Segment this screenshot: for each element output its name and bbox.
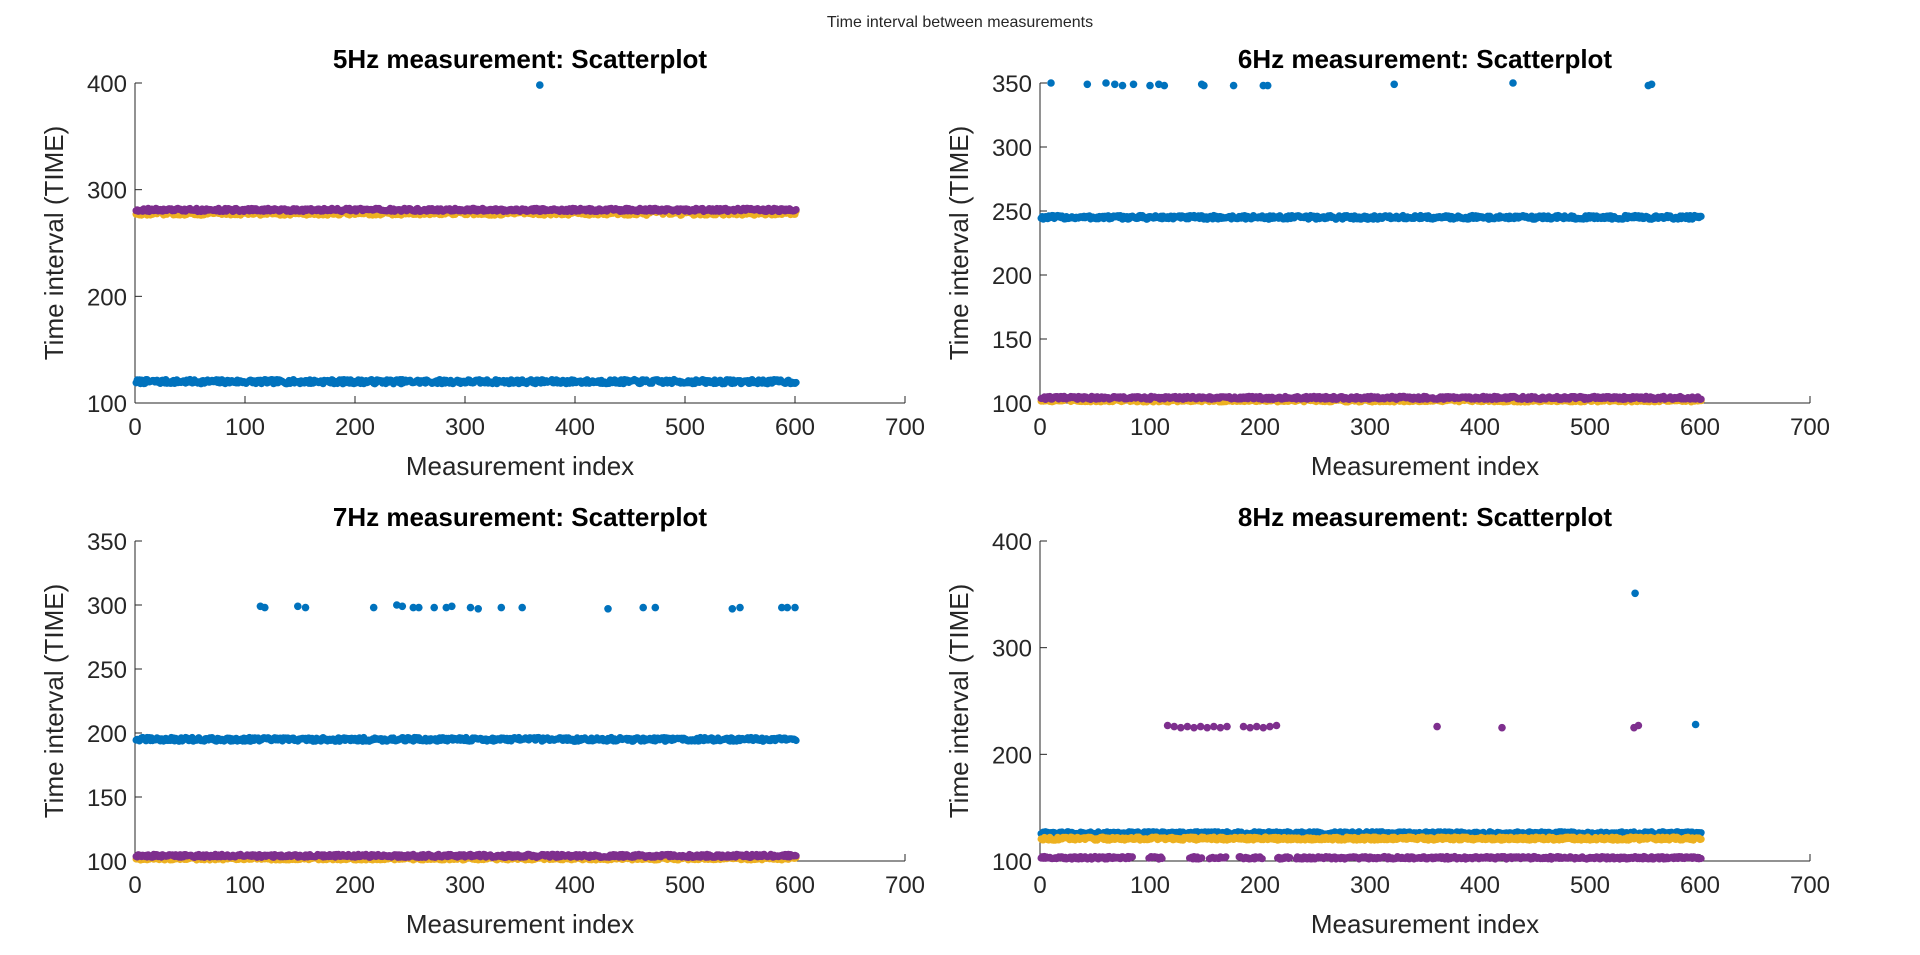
x-axis-label: Measurement index — [406, 909, 634, 939]
outlier-point — [1509, 79, 1517, 87]
data-point — [792, 736, 800, 745]
x-tick-label: 0 — [1033, 414, 1046, 441]
outlier-point — [474, 605, 483, 613]
x-tick-label: 600 — [775, 414, 815, 441]
x-tick-label: 200 — [1240, 414, 1280, 441]
x-tick-label: 400 — [1460, 414, 1500, 441]
y-axis-label: Time interval (TIME) — [39, 126, 69, 361]
x-tick-label: 500 — [665, 414, 705, 441]
series-1 — [132, 601, 800, 745]
x-tick-label: 700 — [885, 414, 925, 441]
series-3 — [132, 850, 800, 862]
subplot-title: 6Hz measurement: Scatterplot — [1238, 44, 1613, 74]
x-tick-label: 0 — [128, 414, 141, 441]
outlier-point — [1390, 80, 1398, 89]
outlier-point — [518, 603, 526, 612]
y-tick-label: 100 — [87, 849, 127, 876]
y-tick-label: 200 — [992, 263, 1032, 290]
x-tick-label: 200 — [335, 872, 375, 899]
data-point — [1697, 212, 1705, 220]
y-tick-label: 350 — [992, 71, 1032, 98]
x-tick-label: 100 — [1130, 414, 1170, 441]
outlier-point — [448, 602, 456, 611]
data-point — [1697, 395, 1705, 403]
outlier-point — [728, 605, 737, 613]
outlier-point — [466, 603, 475, 612]
x-tick-label: 300 — [1350, 414, 1390, 441]
y-tick-label: 200 — [87, 721, 127, 748]
data-point — [792, 378, 800, 387]
x-tick-label: 200 — [335, 414, 375, 441]
outlier-point — [1111, 80, 1119, 89]
y-tick-label: 300 — [87, 593, 127, 620]
x-tick-label: 100 — [225, 414, 265, 441]
outlier-point — [369, 603, 378, 612]
outlier-point — [651, 603, 660, 612]
y-tick-label: 300 — [87, 178, 127, 205]
y-tick-label: 300 — [992, 135, 1032, 162]
outlier-point — [604, 605, 612, 613]
x-tick-label: 100 — [225, 872, 265, 899]
outlier-point — [261, 603, 269, 612]
x-tick-label: 400 — [555, 872, 595, 899]
outlier-point — [301, 603, 310, 612]
outlier-point — [791, 603, 799, 612]
outlier-point — [536, 81, 544, 89]
outlier-point — [430, 603, 439, 612]
series-3 — [132, 204, 800, 216]
subplot-title: 7Hz measurement: Scatterplot — [333, 502, 708, 532]
x-axis-label: Measurement index — [1311, 451, 1539, 481]
x-tick-label: 0 — [128, 872, 141, 899]
subplot-2: 0 100 200 300 400 500 600 700100150200250300350… — [944, 44, 1830, 481]
outlier-point — [783, 603, 792, 612]
y-tick-label: 200 — [87, 284, 127, 311]
figure-title: Time interval between measurements — [826, 14, 1094, 31]
y-tick-label: 100 — [992, 391, 1032, 418]
outlier-point — [1160, 81, 1169, 90]
y-axis-label: Time interval (TIME) — [944, 126, 974, 361]
outlier-point — [639, 603, 647, 612]
outlier-point — [415, 603, 423, 612]
outlier-point — [1647, 80, 1656, 89]
y-tick-label: 100 — [87, 391, 127, 418]
x-tick-label: 700 — [1790, 414, 1830, 441]
outlier-point — [294, 602, 302, 611]
series-1 — [132, 81, 800, 388]
outlier-point — [1200, 81, 1208, 90]
y-tick-label: 250 — [992, 199, 1032, 226]
y-tick-label: 250 — [87, 657, 127, 684]
outlier-point — [398, 602, 407, 611]
x-tick-label: 500 — [1570, 414, 1610, 441]
x-tick-label: 400 — [555, 414, 595, 441]
outlier-point — [497, 603, 506, 612]
y-tick-label: 150 — [992, 327, 1032, 354]
outlier-point — [1263, 81, 1272, 90]
subplot-title: 5Hz measurement: Scatterplot — [333, 44, 708, 74]
outlier-point — [736, 603, 744, 612]
x-tick-label: 700 — [885, 872, 925, 899]
x-tick-label: 300 — [445, 414, 485, 441]
outlier-point — [1083, 80, 1092, 89]
y-axis-label: Time interval (TIME) — [39, 584, 69, 819]
data-point — [792, 206, 800, 214]
outlier-point — [1102, 79, 1110, 87]
outlier-point — [1118, 81, 1127, 90]
x-tick-label: 600 — [1680, 414, 1720, 441]
y-tick-label: 350 — [87, 529, 127, 556]
y-tick-label: 150 — [87, 785, 127, 812]
x-tick-label: 300 — [445, 872, 485, 899]
x-tick-label: 600 — [775, 872, 815, 899]
subplot-3: 0 100 200 300 400 500 600 700100150200250300350… — [39, 502, 925, 939]
x-axis-label: Measurement index — [406, 451, 634, 481]
outlier-point — [1129, 80, 1138, 89]
outlier-point — [1047, 79, 1055, 87]
series-1 — [1037, 79, 1705, 223]
x-tick-label: 500 — [665, 872, 705, 899]
outlier-point — [1229, 81, 1238, 90]
outlier-point — [1146, 81, 1154, 90]
y-tick-label: 400 — [87, 71, 127, 98]
